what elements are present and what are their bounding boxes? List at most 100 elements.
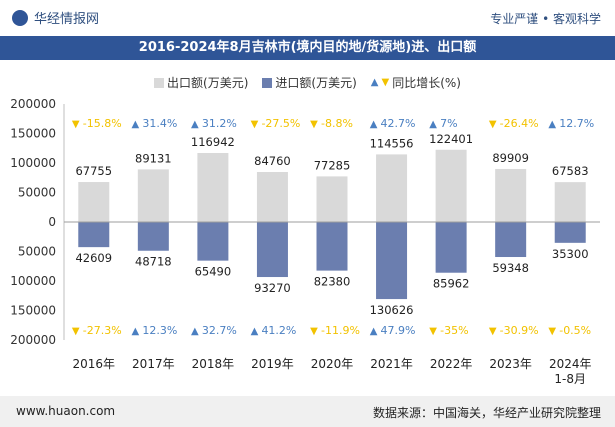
top-bar: 华经情报网 专业严谨 • 客观科学 <box>0 0 615 36</box>
triangle-up-icon: ▲ <box>548 119 556 130</box>
footer-site[interactable]: www.huaon.com <box>16 404 116 418</box>
export-yoy-label: -27.5% <box>261 117 300 130</box>
y-tick-label: 50000 <box>18 245 56 259</box>
triangle-up-icon: ▲ <box>429 119 437 130</box>
y-tick-label: 150000 <box>10 127 56 141</box>
legend-label-export: 出口额(万美元) <box>167 76 249 90</box>
import-bar <box>256 222 288 278</box>
export-yoy-label: 31.2% <box>202 117 237 130</box>
export-value-label: 89909 <box>492 151 529 165</box>
import-value-label: 82380 <box>314 275 351 289</box>
triangle-down-icon: ▼ <box>310 119 318 130</box>
y-tick-label: 50000 <box>18 186 56 200</box>
import-bar <box>495 222 527 258</box>
import-bar <box>137 222 169 251</box>
import-bar <box>435 222 467 273</box>
export-value-label: 122401 <box>429 132 473 146</box>
export-yoy-label: -8.8% <box>321 117 353 130</box>
x-tick-label: 2017年 <box>132 357 175 371</box>
import-bar <box>78 222 110 248</box>
triangle-up-icon: ▲ <box>131 326 139 337</box>
import-bar <box>376 222 408 300</box>
export-bar <box>197 153 229 222</box>
triangle-down-icon: ▼ <box>548 326 556 337</box>
import-yoy-label: 32.7% <box>202 324 237 337</box>
export-yoy-label: 7% <box>440 117 457 130</box>
legend-item-yoy: ▲ ▼ 同比增长(%) <box>371 74 461 91</box>
triangle-down-icon: ▼ <box>429 326 437 337</box>
export-value-label: 114556 <box>370 136 414 150</box>
export-bar <box>554 182 586 222</box>
triangle-up-icon: ▲ <box>251 326 259 337</box>
triangle-down-icon: ▼ <box>489 326 497 337</box>
import-value-label: 85962 <box>433 277 470 291</box>
export-value-label: 84760 <box>254 154 291 168</box>
triangle-down-icon: ▼ <box>72 119 80 130</box>
chart-legend: 出口额(万美元) 进口额(万美元) ▲ ▼ 同比增长(%) <box>0 74 615 91</box>
legend-swatch-import <box>262 77 273 88</box>
y-tick-label: 150000 <box>10 304 56 318</box>
import-yoy-label: 41.2% <box>261 324 296 337</box>
export-yoy-label: 12.7% <box>559 117 594 130</box>
triangle-up-icon: ▲ <box>370 119 378 130</box>
triangle-up-icon: ▲ <box>131 119 139 130</box>
logo-icon <box>12 9 28 26</box>
legend-swatch-export <box>154 77 165 88</box>
export-bar <box>495 168 527 222</box>
x-tick-label: 2023年 <box>489 357 532 371</box>
footer-source: 数据来源：中国海关，华经产业研究院整理 <box>372 406 601 420</box>
import-value-label: 59348 <box>492 261 529 275</box>
legend-up-icon: ▲ <box>370 77 379 88</box>
import-bar <box>316 222 348 271</box>
chart-plot: 200000 150000 100000 50000 0 50000 100000 15000… <box>10 97 600 386</box>
triangle-down-icon: ▼ <box>489 119 497 130</box>
y-tick-label: 200000 <box>10 97 56 111</box>
import-bar <box>197 222 229 261</box>
triangle-down-icon: ▼ <box>310 326 318 337</box>
y-tick-label: 100000 <box>10 156 56 170</box>
triangle-up-icon: ▲ <box>191 119 199 130</box>
tagline: 专业严谨 • 客观科学 <box>490 12 601 26</box>
import-yoy-label: -27.3% <box>83 324 122 337</box>
import-value-label: 48718 <box>135 255 172 269</box>
export-value-label: 116942 <box>191 135 235 149</box>
footer-bar: www.huaon.com 数据来源：中国海关，华经产业研究院整理 <box>0 396 615 427</box>
legend-label-import: 进口额(万美元) <box>275 76 357 90</box>
import-yoy-label: -0.5% <box>559 324 591 337</box>
import-yoy-label: -30.9% <box>500 324 539 337</box>
import-yoy-label: -35% <box>440 324 468 337</box>
import-value-label: 93270 <box>254 281 291 295</box>
x-tick-label: 2022年 <box>430 357 473 371</box>
x-tick-label: 2019年 <box>251 357 294 371</box>
x-tick-label: 2024年 <box>549 357 592 371</box>
import-value-label: 130626 <box>370 303 414 317</box>
export-bar <box>376 154 408 222</box>
x-tick-label: 2021年 <box>370 357 413 371</box>
legend-label-yoy: 同比增长(%) <box>392 76 461 90</box>
import-yoy-label: 12.3% <box>142 324 177 337</box>
export-bar <box>78 182 110 222</box>
import-yoy-label: 47.9% <box>381 324 416 337</box>
x-tick-label: 2020年 <box>311 357 354 371</box>
y-tick-label: 200000 <box>10 333 56 347</box>
export-value-label: 67583 <box>552 164 589 178</box>
triangle-down-icon: ▼ <box>251 119 259 130</box>
export-bar <box>137 169 169 222</box>
logo-text: 华经情报网 <box>34 12 100 27</box>
triangle-up-icon: ▲ <box>370 326 378 337</box>
y-tick-label: 0 <box>48 215 56 229</box>
export-value-label: 67755 <box>75 164 112 178</box>
site-logo[interactable]: 华经情报网 <box>12 8 99 27</box>
export-bar <box>435 149 467 222</box>
legend-item-import: 进口额(万美元) <box>262 74 357 91</box>
x-tick-label: 2016年 <box>73 357 116 371</box>
import-value-label: 65490 <box>195 265 232 279</box>
legend-down-icon: ▼ <box>381 77 390 88</box>
import-yoy-label: -11.9% <box>321 324 360 337</box>
x-tick-label: 1-8月 <box>554 372 586 386</box>
export-yoy-label: -15.8% <box>83 117 122 130</box>
triangle-down-icon: ▼ <box>72 326 80 337</box>
export-bar <box>256 171 288 222</box>
export-yoy-label: 42.7% <box>381 117 416 130</box>
import-bar <box>554 222 586 243</box>
